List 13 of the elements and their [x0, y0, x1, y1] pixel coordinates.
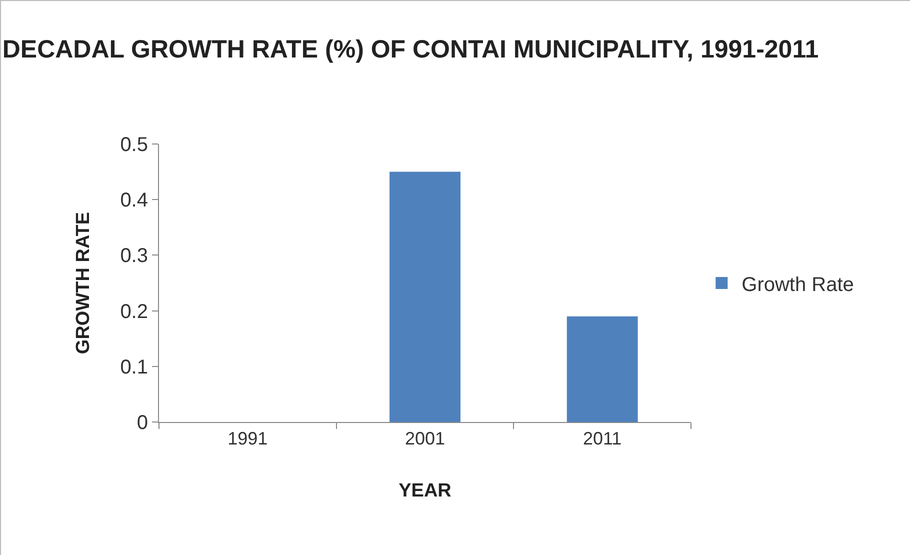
x-axis-title: YEAR [398, 480, 452, 502]
x-tick-label: 2001 [404, 428, 446, 449]
x-tick-label: 2011 [582, 428, 622, 449]
x-tick-label: 1991 [228, 428, 268, 449]
y-tick-label: 0.4 [120, 190, 148, 212]
y-axis-title: GROWTH RATE [73, 212, 94, 354]
y-tick-label: 0.5 [120, 134, 148, 156]
chart-title: DECADAL GROWTH RATE (%) OF CONTAI MUNICIPALITY, 1991-2011 [2, 35, 819, 64]
y-tick-label: 0.2 [120, 300, 148, 323]
y-tick-label: 0.1 [120, 356, 148, 378]
y-tick-label: 0 [136, 412, 148, 434]
y-tick-label: 0.3 [120, 245, 148, 268]
legend-label: Growth Rate [742, 274, 854, 296]
